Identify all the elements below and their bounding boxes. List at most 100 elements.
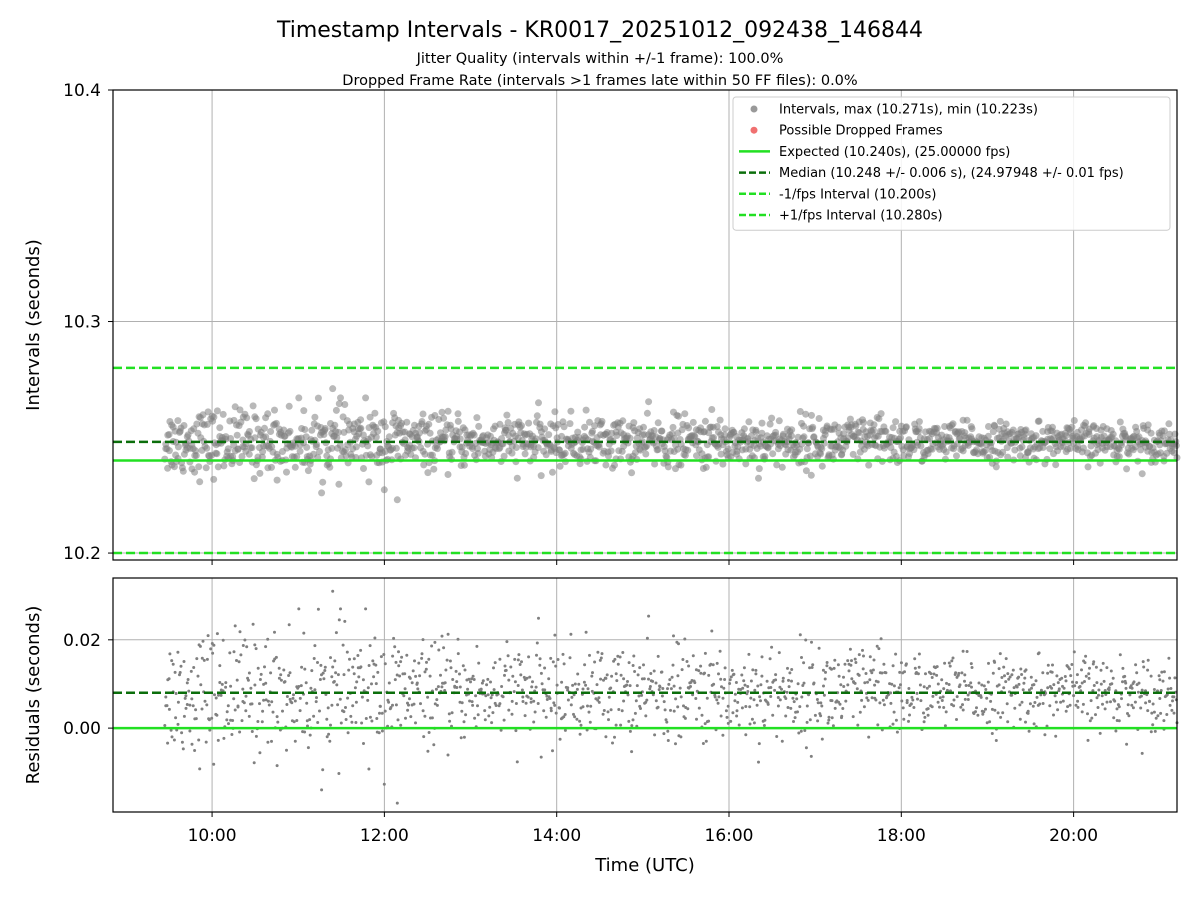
- residual-point: [523, 714, 527, 718]
- residual-point: [604, 735, 608, 739]
- residual-point: [712, 682, 716, 686]
- interval-point: [326, 463, 334, 471]
- residual-point: [711, 663, 715, 667]
- residual-point: [778, 685, 782, 689]
- interval-point: [300, 407, 308, 415]
- residual-point: [599, 656, 603, 660]
- residual-point: [610, 674, 614, 678]
- residual-point: [1149, 730, 1153, 734]
- residual-point: [784, 697, 788, 700]
- residual-point: [993, 708, 997, 712]
- residual-point: [609, 686, 613, 690]
- interval-point: [385, 433, 393, 441]
- residual-point: [1160, 670, 1164, 674]
- residual-point: [602, 709, 606, 712]
- residual-point: [1126, 703, 1130, 707]
- residual-point: [308, 733, 312, 737]
- residual-point: [846, 683, 850, 687]
- residual-point: [1153, 729, 1157, 733]
- residual-point: [974, 710, 977, 714]
- residual-point: [895, 730, 899, 734]
- residual-point: [503, 673, 506, 677]
- jitter-quality-subtitle: Jitter Quality (intervals within +/-1 fr…: [416, 51, 784, 67]
- residual-point: [558, 737, 562, 741]
- residual-point: [243, 638, 247, 642]
- residual-point: [982, 684, 986, 688]
- interval-point: [335, 480, 343, 488]
- residual-point: [484, 694, 488, 698]
- interval-point: [1133, 427, 1141, 435]
- residual-point: [216, 738, 220, 742]
- residual-point: [601, 712, 605, 716]
- residual-point: [378, 704, 382, 708]
- interval-point: [1068, 423, 1076, 431]
- interval-point: [165, 447, 173, 455]
- residual-point: [862, 654, 865, 658]
- residual-point: [207, 718, 211, 722]
- residual-point: [997, 683, 1001, 687]
- dropped-frame-rate-subtitle: Dropped Frame Rate (intervals >1 frames …: [342, 73, 857, 89]
- residual-point: [526, 695, 530, 699]
- residual-point: [374, 682, 378, 686]
- residual-point: [418, 674, 422, 678]
- residual-point: [449, 666, 453, 670]
- residual-point: [822, 693, 826, 697]
- residual-point: [969, 662, 973, 666]
- interval-point: [352, 443, 360, 451]
- residual-point: [816, 701, 820, 705]
- residual-point: [924, 672, 927, 676]
- residual-point: [316, 607, 320, 611]
- residual-point: [320, 788, 324, 792]
- residual-point: [787, 685, 791, 689]
- residual-point: [528, 675, 532, 679]
- interval-point: [203, 420, 211, 428]
- residual-point: [190, 742, 194, 746]
- interval-point: [372, 433, 380, 441]
- residual-point: [210, 716, 214, 720]
- residual-point: [489, 696, 493, 700]
- residual-point: [825, 664, 829, 668]
- residual-point: [271, 710, 275, 714]
- residual-point: [672, 709, 676, 713]
- residual-point: [961, 649, 965, 653]
- residual-point: [719, 714, 723, 718]
- interval-point: [308, 426, 316, 434]
- residual-point: [656, 654, 660, 658]
- residual-point: [1051, 663, 1054, 667]
- residual-point: [1101, 661, 1105, 665]
- interval-point: [589, 427, 596, 435]
- interval-point: [1022, 426, 1030, 434]
- interval-point: [1109, 430, 1117, 438]
- residual-point: [285, 703, 289, 706]
- residual-point: [967, 684, 971, 687]
- residual-point: [760, 674, 764, 678]
- residual-point: [1046, 686, 1050, 690]
- residual-point: [200, 707, 204, 711]
- residual-point: [910, 695, 914, 699]
- residual-point: [672, 634, 675, 638]
- interval-point: [1166, 430, 1174, 438]
- residuals-y-tick-label: 0.02: [63, 631, 101, 651]
- residual-point: [985, 721, 989, 725]
- residual-point: [701, 742, 705, 745]
- residual-point: [373, 636, 377, 640]
- residual-point: [164, 695, 168, 699]
- residual-point: [679, 735, 683, 739]
- residual-point: [212, 762, 216, 766]
- residual-point: [435, 703, 439, 707]
- residual-point: [868, 678, 872, 682]
- legend-entry-label: Intervals, max (10.271s), min (10.223s): [779, 103, 1038, 118]
- residual-point: [945, 681, 948, 685]
- residual-point: [419, 702, 422, 706]
- residual-point: [1087, 676, 1091, 680]
- interval-point: [296, 447, 304, 455]
- residual-point: [819, 701, 823, 705]
- residual-point: [519, 673, 523, 677]
- residual-point: [730, 668, 734, 672]
- residual-point: [662, 700, 666, 704]
- residual-point: [233, 624, 237, 628]
- interval-point: [525, 419, 533, 427]
- interval-point: [942, 448, 950, 456]
- interval-point: [199, 411, 207, 419]
- residual-point: [348, 657, 351, 661]
